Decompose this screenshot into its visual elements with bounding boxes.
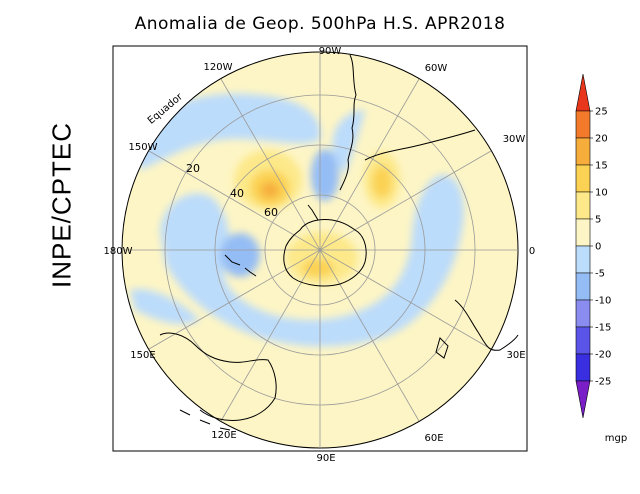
colorbar-tick-label: -25 [595, 377, 611, 388]
colorbar-segment [575, 218, 591, 247]
colorbar-tick-label: 0 [595, 242, 601, 253]
lon-label-90w: 90W [319, 46, 342, 57]
south-asia-islands [179, 409, 231, 431]
meridian-30w-150e [148, 150, 492, 350]
coastlines [159, 54, 519, 431]
colorbar-tick-label: 25 [595, 107, 608, 118]
lon-label-180w: 180W [104, 246, 133, 257]
south-america-east-coast [364, 129, 476, 161]
negative-anomaly-band [130, 289, 200, 325]
colorbar-tick-label: 5 [595, 215, 601, 226]
colorbar [575, 73, 591, 419]
colorbar-tick-label: 15 [595, 161, 608, 172]
lon-label-90e: 90E [316, 453, 335, 464]
colorbar-tick-label: -20 [595, 350, 611, 361]
south-america-coastline [339, 54, 357, 191]
new-zealand [224, 254, 257, 277]
colorbar-segment [575, 110, 591, 139]
colorbar-segment [575, 272, 591, 301]
australia-coastline [159, 332, 277, 421]
positive-anomaly-center [372, 166, 392, 198]
lat-label-20: 20 [186, 162, 200, 175]
lat-label-60: 60 [264, 206, 278, 219]
antarctica-coastline [283, 219, 367, 287]
colorbar-ticks: 25 20 15 10 5 0 -5 -10 -15 -20 -25 [590, 107, 611, 388]
africa-coastline [454, 299, 519, 351]
lon-label-0: 0 [529, 246, 535, 257]
colorbar-segment [575, 299, 591, 328]
colorbar-tick-label: 10 [595, 188, 608, 199]
lon-label-120w: 120W [204, 62, 233, 73]
positive-anomaly-center [302, 259, 334, 277]
colorbar-tick-label: 20 [595, 134, 608, 145]
colorbar-segment [575, 137, 591, 166]
negative-anomaly-center [220, 233, 260, 277]
colorbar-segment [575, 245, 591, 274]
lon-label-150w: 150W [129, 142, 158, 153]
lon-label-60e: 60E [424, 433, 443, 444]
lon-label-30e: 30E [506, 350, 525, 361]
colorbar-segment [575, 380, 591, 419]
colorbar-segment [575, 73, 591, 112]
madagascar [435, 337, 449, 359]
colorbar-tick-label: -10 [595, 296, 611, 307]
negative-anomaly-center [311, 149, 339, 201]
colorbar-segment [575, 353, 591, 382]
lat-label-40: 40 [230, 187, 244, 200]
colorbar-tick-label: -15 [595, 323, 611, 334]
colorbar-tick-label: -5 [595, 269, 605, 280]
lon-label-120e: 120E [211, 430, 236, 441]
meridians [122, 52, 518, 448]
antarctic-peninsula [307, 204, 319, 221]
map-title: Anomalia de Geop. 500hPa H.S. APR2018 [134, 14, 506, 34]
colorbar-segment [575, 164, 591, 193]
colorbar-unit: mgp [605, 433, 627, 444]
lon-label-60w: 60W [425, 63, 448, 74]
colorbar-segment [575, 191, 591, 220]
positive-anomaly-center [261, 182, 279, 198]
lon-label-150e: 150E [130, 350, 155, 361]
negative-anomaly-band [332, 110, 365, 175]
lon-label-30w: 30W [503, 134, 526, 145]
negative-anomaly-ring [160, 174, 464, 347]
colorbar-segment [575, 326, 591, 355]
